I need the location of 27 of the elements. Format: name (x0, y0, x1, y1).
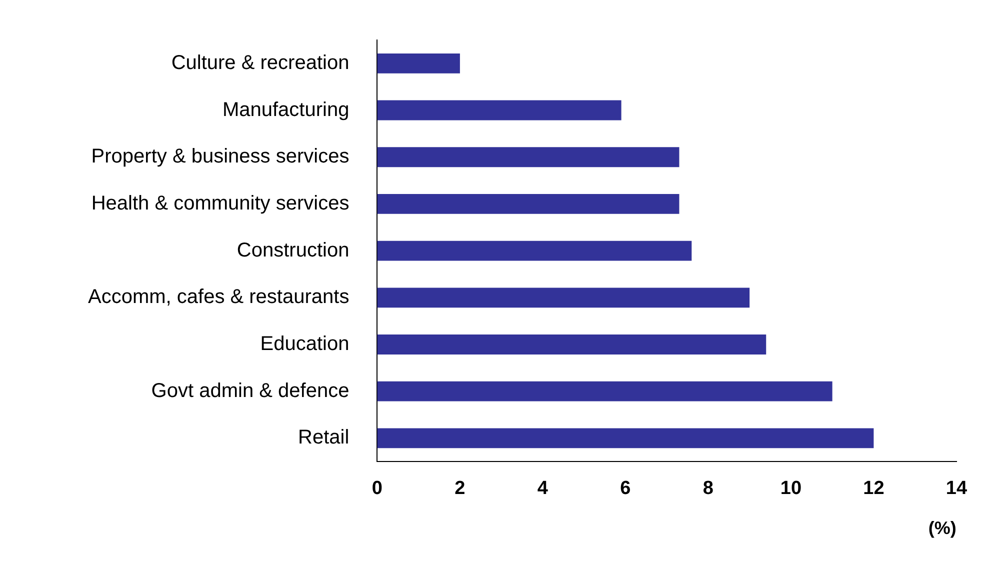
x-axis-title: (%) (928, 518, 956, 538)
x-tick-label: 6 (620, 478, 631, 500)
y-tick-label: Retail (298, 426, 350, 449)
bar (377, 240, 692, 261)
bar (377, 194, 680, 214)
bar (377, 428, 874, 448)
bar (377, 334, 766, 354)
x-tick-label: 2 (454, 478, 466, 500)
x-tick-label: 4 (537, 478, 548, 500)
y-tick-label: Govt admin & defence (151, 380, 350, 402)
x-tick-label: 12 (863, 478, 884, 500)
x-tick-label: 14 (946, 478, 968, 500)
y-tick-label: Culture & recreation (171, 52, 350, 74)
bar (377, 53, 460, 74)
x-tick-label: 0 (372, 478, 382, 500)
bar (377, 381, 832, 402)
y-tick-label: Manufacturing (222, 98, 350, 121)
x-tick-label: 8 (702, 478, 714, 500)
y-tick-label: Education (260, 333, 350, 356)
y-tick-label: Accomm, cafes & restaurants (88, 286, 350, 308)
y-tick-label: Construction (236, 239, 350, 262)
bar (377, 100, 622, 120)
y-tick-label: Health & community services (91, 192, 350, 214)
bar (377, 147, 680, 168)
bar (377, 288, 750, 308)
y-tick-label: Property & business services (91, 146, 350, 168)
x-tick-label: 10 (780, 478, 802, 500)
